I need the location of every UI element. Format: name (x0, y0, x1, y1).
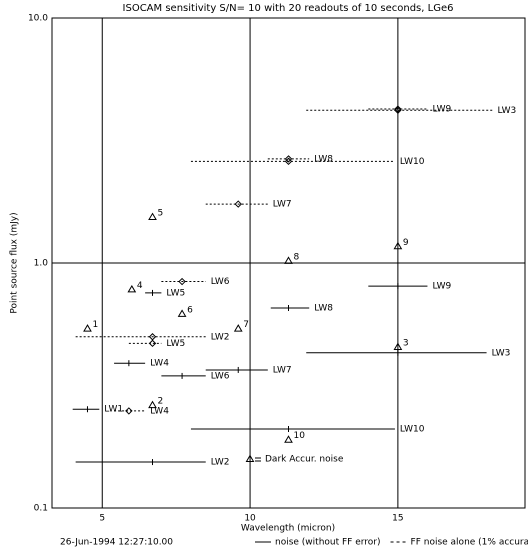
point-label: 2 (158, 397, 164, 407)
triangle-marker (127, 284, 137, 293)
segment-label: LW10 (400, 425, 425, 435)
point-label: 4 (137, 281, 143, 291)
chart-title: ISOCAM sensitivity S/N= 10 with 20 reado… (123, 3, 454, 14)
diamond-marker (284, 157, 293, 166)
diamond-marker (148, 339, 157, 348)
segment-label: LW8 (314, 304, 333, 314)
point-label: 7 (243, 320, 249, 330)
segment-label: LW4 (150, 359, 169, 369)
triangle-marker (284, 256, 293, 264)
segment-label: LW7 (273, 200, 292, 210)
point-label: 6 (187, 305, 193, 315)
legend-label: noise (without FF error) (275, 538, 381, 548)
point-label: 3 (403, 339, 409, 349)
triangle-marker (177, 309, 187, 317)
legend-label: FF noise alone (1% accuracy rms) (411, 538, 528, 548)
segment-label: LW8 (314, 154, 333, 164)
segment-label: LW6 (211, 371, 230, 381)
y-axis-label: Point source flux (mJy) (10, 212, 20, 313)
segment-label: LW10 (400, 157, 425, 167)
triangle-marker (393, 241, 403, 250)
diamond-marker (125, 407, 133, 415)
diamond-marker (234, 200, 242, 208)
segment-label: LW3 (497, 106, 516, 116)
diamond-marker (178, 277, 186, 286)
segment-label: LW5 (166, 339, 185, 349)
diamond-marker (394, 105, 402, 113)
segment-label: LW9 (432, 282, 451, 292)
segment-label: LW1 (104, 405, 123, 415)
segment-label: LW4 (150, 406, 169, 416)
triangle-marker (148, 400, 157, 409)
triangle-marker (83, 324, 92, 332)
segment-label: LW9 (432, 105, 451, 115)
y-tick-label: 0.1 (34, 504, 48, 514)
triangle-marker (148, 212, 157, 221)
y-tick-label: 1.0 (34, 259, 49, 269)
segment-label: LW2 (211, 332, 230, 342)
legend-triangle (245, 454, 255, 462)
x-tick-label: 5 (99, 514, 105, 524)
triangle-marker (284, 435, 293, 443)
point-label: 1 (92, 320, 98, 330)
segment-label: LW5 (166, 288, 185, 298)
point-label: 9 (403, 238, 409, 248)
date: 26-Jun-1994 12:27:10.00 (60, 538, 173, 548)
x-tick-label: 10 (244, 514, 256, 524)
segment-label: LW6 (211, 277, 230, 287)
diamond-marker (394, 106, 402, 115)
point-label: 5 (158, 209, 164, 219)
diamond-marker (284, 155, 293, 163)
segment-label: LW3 (492, 348, 511, 358)
point-label: 10 (294, 431, 306, 441)
point-label: 8 (294, 252, 300, 262)
x-tick-label: 15 (392, 514, 403, 524)
triangle-marker (233, 324, 243, 332)
y-tick-label: 10.0 (28, 14, 48, 24)
segment-label: LW7 (273, 365, 292, 375)
segment-label: LW2 (211, 458, 230, 468)
triangle-marker (393, 342, 403, 351)
legend-label: Dark Accur. noise (265, 455, 344, 465)
x-axis-label: Wavelength (micron) (241, 524, 335, 534)
